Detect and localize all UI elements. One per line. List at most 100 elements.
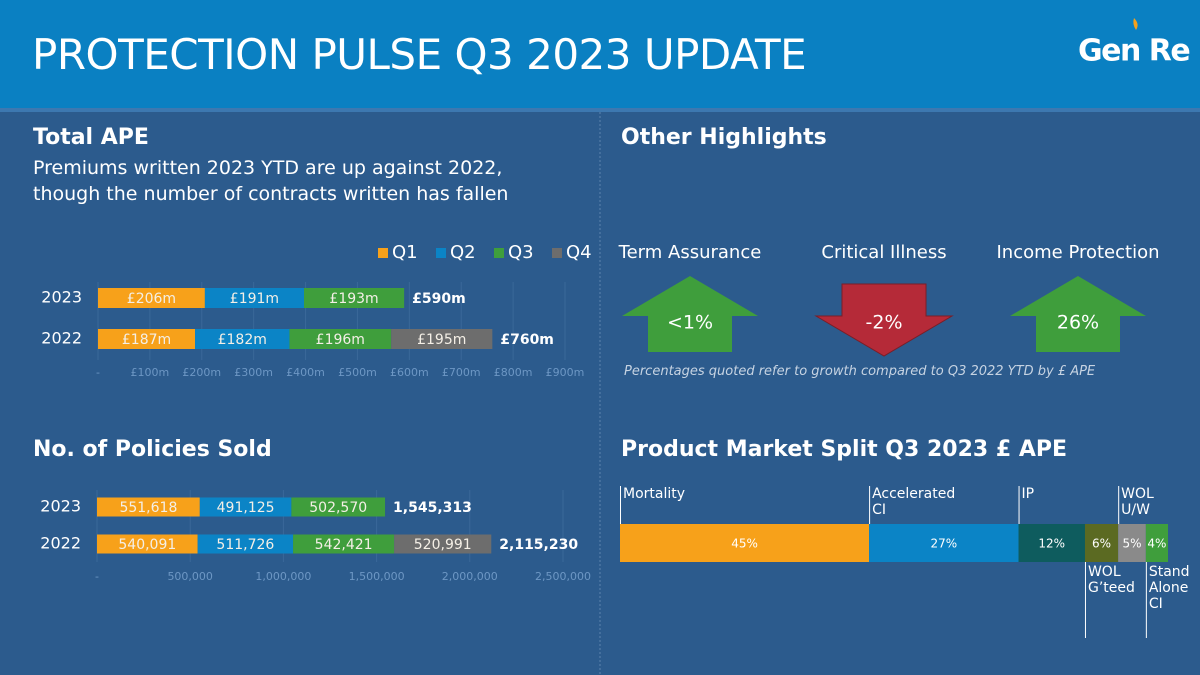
- subtitle: Premiums written 2023 YTD are up against…: [33, 157, 509, 205]
- bar-segment: [97, 497, 200, 517]
- legend-label: Q4: [566, 242, 592, 263]
- value-label: £193m: [329, 291, 378, 307]
- segment-label: WOL G’teed: [1087, 564, 1135, 596]
- legend-swatch: [494, 248, 504, 258]
- value-label: 511,726: [216, 537, 274, 553]
- value-label: 540,091: [118, 537, 176, 553]
- total-label: £760m: [500, 332, 554, 348]
- x-tick-label: 1,500,000: [349, 570, 405, 583]
- x-tick-label: £700m: [442, 366, 481, 379]
- highlight-value: 26%: [1057, 312, 1099, 334]
- y-tick-label: 2022: [41, 329, 82, 348]
- highlight-value: <1%: [667, 312, 713, 334]
- page-title: PROTECTION PULSE Q3 2023 UPDATE: [32, 30, 807, 79]
- value-label: 5%: [1122, 537, 1141, 551]
- value-label: 520,991: [414, 537, 472, 553]
- x-tick-label: £900m: [546, 366, 585, 379]
- value-label: 542,421: [315, 537, 373, 553]
- segment-label: IP: [1021, 486, 1035, 502]
- value-label: £196m: [316, 332, 365, 348]
- legend-label: Q1: [392, 242, 418, 263]
- arrow-down: [814, 283, 954, 357]
- value-label: £195m: [417, 332, 466, 348]
- x-tick-label: -: [95, 570, 99, 583]
- value-label: 491,125: [217, 500, 275, 516]
- highlight-name: Income Protection: [996, 242, 1159, 263]
- x-tick-label: 500,000: [167, 570, 213, 583]
- bar-segment: [98, 288, 205, 308]
- bar-segment: [204, 288, 304, 308]
- bar-segment: [197, 534, 294, 554]
- bar-segment: [199, 497, 292, 517]
- bar-segment: [869, 524, 1019, 562]
- x-tick-label: -: [96, 366, 100, 379]
- x-tick-label: 1,000,000: [255, 570, 311, 583]
- logo-flame: [1133, 18, 1138, 30]
- highlight-name: Critical Illness: [821, 242, 946, 263]
- bar-segment: [394, 534, 492, 554]
- bar-segment: [303, 288, 405, 308]
- value-label: 27%: [930, 537, 957, 551]
- note: Percentages quoted refer to growth compa…: [624, 364, 1096, 379]
- logo: Gen Re: [1078, 34, 1189, 69]
- value-label: 12%: [1038, 537, 1065, 551]
- x-tick-label: £200m: [182, 366, 221, 379]
- y-tick-label: 2023: [41, 288, 82, 307]
- bar-segment: [1018, 524, 1085, 562]
- legend-swatch: [436, 248, 446, 258]
- bar-segment: [1145, 524, 1168, 562]
- highlight-value: -2%: [866, 312, 903, 334]
- bar-segment: [289, 329, 392, 349]
- segment-label: WOL U/W: [1121, 486, 1154, 518]
- highlight-name: Term Assurance: [618, 242, 762, 263]
- total-label: 2,115,230: [499, 537, 578, 553]
- bar-segment: [98, 329, 196, 349]
- value-label: 551,618: [119, 500, 177, 516]
- section-title: Product Market Split Q3 2023 £ APE: [621, 437, 1067, 462]
- x-tick-label: £500m: [338, 366, 377, 379]
- legend-swatch: [378, 248, 388, 258]
- header-rule: [0, 108, 1200, 112]
- bar-segment: [1084, 524, 1119, 562]
- header-band: [0, 0, 1200, 108]
- total-label: 1,545,313: [393, 500, 472, 516]
- value-label: 45%: [731, 537, 758, 551]
- value-label: £182m: [218, 332, 267, 348]
- legend-label: Q3: [508, 242, 534, 263]
- x-tick-label: £100m: [131, 366, 170, 379]
- value-label: £191m: [230, 291, 279, 307]
- y-tick-label: 2022: [40, 534, 81, 553]
- value-label: 4%: [1147, 537, 1166, 551]
- legend-label: Q2: [450, 242, 476, 263]
- x-tick-label: £600m: [390, 366, 429, 379]
- x-tick-label: £800m: [494, 366, 533, 379]
- legend-swatch: [552, 248, 562, 258]
- value-label: 502,570: [309, 500, 367, 516]
- section-title: No. of Policies Sold: [33, 437, 272, 462]
- segment-label: Accelerated CI: [872, 486, 956, 518]
- bar-segment: [195, 329, 290, 349]
- x-tick-label: £300m: [234, 366, 273, 379]
- bar-segment: [293, 534, 395, 554]
- bar-segment: [97, 534, 198, 554]
- arrow-up: [622, 276, 758, 352]
- bar-segment: [620, 524, 870, 562]
- x-tick-label: 2,500,000: [535, 570, 591, 583]
- arrow-up: [1010, 276, 1146, 352]
- segment-label: Mortality: [623, 486, 686, 502]
- value-label: £206m: [127, 291, 176, 307]
- value-label: £187m: [122, 332, 171, 348]
- x-tick-label: £400m: [286, 366, 325, 379]
- total-label: £590m: [412, 291, 466, 307]
- bar-segment: [1118, 524, 1146, 562]
- bar-segment: [291, 497, 386, 517]
- segment-label: Stand Alone CI: [1148, 564, 1190, 612]
- bar-segment: [391, 329, 493, 349]
- y-tick-label: 2023: [40, 497, 81, 516]
- section-title: Total APE: [33, 125, 149, 150]
- x-tick-label: 2,000,000: [442, 570, 498, 583]
- value-label: 6%: [1092, 537, 1111, 551]
- section-title: Other Highlights: [621, 125, 827, 150]
